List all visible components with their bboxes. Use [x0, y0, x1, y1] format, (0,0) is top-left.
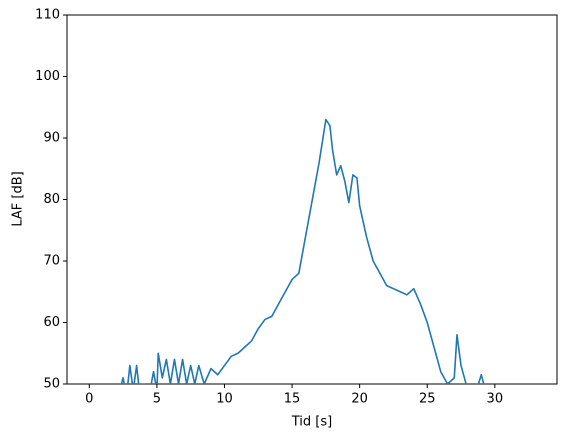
data-line	[120, 118, 485, 384]
x-tick-label: 30	[487, 392, 504, 407]
x-tick-label: 25	[419, 392, 436, 407]
y-tick-label: 70	[43, 254, 60, 269]
x-tick-label: 5	[153, 392, 161, 407]
x-tick-label: 20	[351, 392, 368, 407]
x-axis-label: Tid [s]	[291, 415, 332, 430]
x-tick-label: 0	[85, 392, 93, 407]
y-tick-label: 80	[43, 192, 60, 207]
y-tick-label: 100	[35, 69, 60, 84]
x-tick-label: 15	[284, 392, 301, 407]
y-tick-label: 60	[43, 315, 60, 330]
x-tick-label: 10	[216, 392, 233, 407]
y-tick-label: 90	[43, 131, 60, 146]
y-axis-label: LAF [dB]	[11, 171, 26, 226]
y-tick-label: 110	[35, 8, 60, 23]
y-tick-label: 50	[43, 377, 60, 392]
